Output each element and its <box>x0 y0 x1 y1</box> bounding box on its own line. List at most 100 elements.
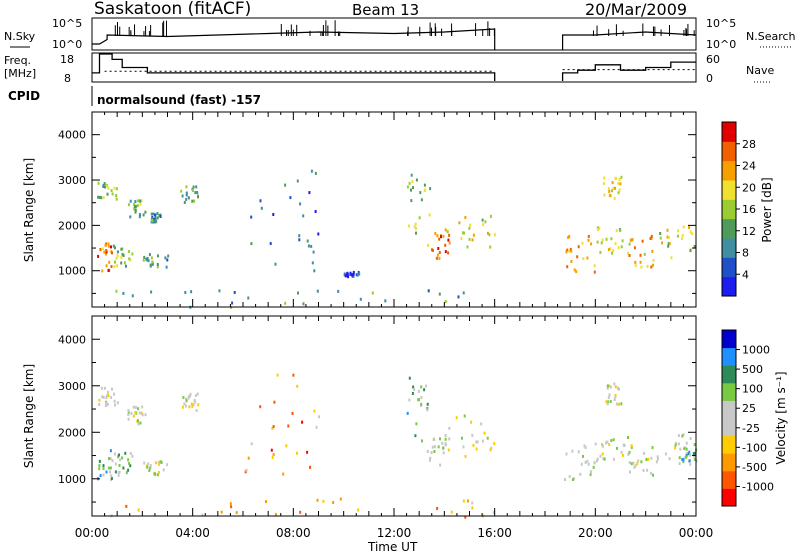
velocity-cell <box>117 455 120 459</box>
power-cell <box>603 176 606 180</box>
velocity-cell <box>665 452 667 456</box>
velocity-cell <box>637 459 640 463</box>
velocity-cell <box>154 472 156 476</box>
power-cell <box>444 300 447 303</box>
power-cell <box>691 232 694 236</box>
velocity-cell <box>668 457 671 461</box>
velocity-cell <box>103 386 106 390</box>
velocity-cell <box>414 434 417 438</box>
velocity-cell <box>101 395 104 399</box>
velocity-cell <box>250 442 253 446</box>
frequency-series-line-1 <box>561 61 696 81</box>
power-cell <box>159 215 162 218</box>
power-cell <box>565 250 568 254</box>
power-colorbar-tick-label: 8 <box>742 247 749 260</box>
power-cell <box>102 185 105 188</box>
power-cell <box>314 210 317 213</box>
velocity-cell <box>471 433 474 437</box>
power-cell <box>414 222 417 226</box>
velocity-cell <box>448 426 451 430</box>
power-cell <box>599 250 602 254</box>
velocity-cell <box>636 462 639 466</box>
velocity-cell <box>296 384 299 388</box>
power-cell <box>154 213 157 217</box>
power-cell <box>134 204 137 208</box>
power-cell <box>259 199 262 203</box>
velocity-cell <box>614 395 617 399</box>
power-cell <box>420 198 423 202</box>
velocity-cell <box>132 405 135 409</box>
noise-series-line-1 <box>561 31 697 50</box>
velocity-cell <box>106 402 109 406</box>
power-cell <box>150 212 153 216</box>
velocity-cell <box>622 443 625 447</box>
velocity-cell <box>420 402 423 406</box>
velocity-cell <box>471 506 474 510</box>
power-cell <box>106 192 109 196</box>
power-cell <box>185 193 188 197</box>
power-colorbar-segment <box>722 160 736 181</box>
power-cell <box>611 181 614 185</box>
velocity-cell <box>602 457 605 461</box>
velocity-cell <box>607 400 609 404</box>
velocity-cell <box>201 513 204 517</box>
power-cell <box>356 273 359 277</box>
power-cell <box>651 249 654 253</box>
power-cell <box>634 260 637 264</box>
noise-panel: N.Sky 10^5 10^0 10^5 10^0 N.Search <box>4 17 796 51</box>
velocity-cell <box>436 507 439 510</box>
velocity-cell <box>586 459 589 463</box>
velocity-cell <box>573 477 576 481</box>
power-cell <box>136 204 139 208</box>
power-cell <box>316 289 319 293</box>
power-cell <box>104 243 107 247</box>
velocity-cell <box>194 400 197 404</box>
power-cell <box>185 185 188 189</box>
velocity-cell <box>681 458 684 461</box>
power-y-tick-label: 1000 <box>58 265 86 278</box>
time-tick-label: 20:00 <box>578 526 613 540</box>
power-cell <box>437 247 440 250</box>
power-cell <box>444 243 447 247</box>
power-cell <box>460 237 463 240</box>
velocity-cell <box>129 452 132 455</box>
power-colorbar-tick-label: 12 <box>742 225 756 238</box>
power-cell <box>115 194 118 198</box>
velocity-cell <box>612 457 615 461</box>
power-cell <box>607 248 610 252</box>
power-cell <box>628 254 631 257</box>
power-cell <box>139 213 141 217</box>
power-cell <box>472 233 475 237</box>
power-cell <box>438 292 441 296</box>
frequency-left-tick-bottom: 8 <box>64 72 71 85</box>
velocity-cell <box>332 501 335 504</box>
velocity-cell <box>291 411 294 415</box>
velocity-cell <box>645 458 648 461</box>
velocity-cell <box>131 454 134 458</box>
power-cell <box>668 242 671 246</box>
velocity-cell <box>618 387 621 391</box>
power-cell <box>570 260 573 263</box>
velocity-cell <box>271 456 274 459</box>
power-cell <box>98 195 101 199</box>
velocity-cell <box>157 461 160 465</box>
velocity-cell <box>439 437 441 441</box>
velocity-cell <box>287 424 290 428</box>
power-cell <box>107 244 110 248</box>
velocity-cell <box>464 454 467 458</box>
power-cell <box>194 191 197 195</box>
frequency-left-label-line2: [MHz] <box>4 67 36 80</box>
power-cell <box>415 226 417 230</box>
power-cell <box>317 232 320 236</box>
power-cell <box>410 199 413 203</box>
velocity-cell <box>656 455 659 459</box>
power-cell <box>104 252 107 256</box>
power-cell <box>250 242 253 246</box>
power-cell <box>156 212 159 215</box>
velocity-cell <box>447 448 450 452</box>
velocity-cell <box>463 414 466 418</box>
power-cell <box>428 213 431 217</box>
power-cell <box>652 263 654 267</box>
power-cell <box>569 247 572 251</box>
